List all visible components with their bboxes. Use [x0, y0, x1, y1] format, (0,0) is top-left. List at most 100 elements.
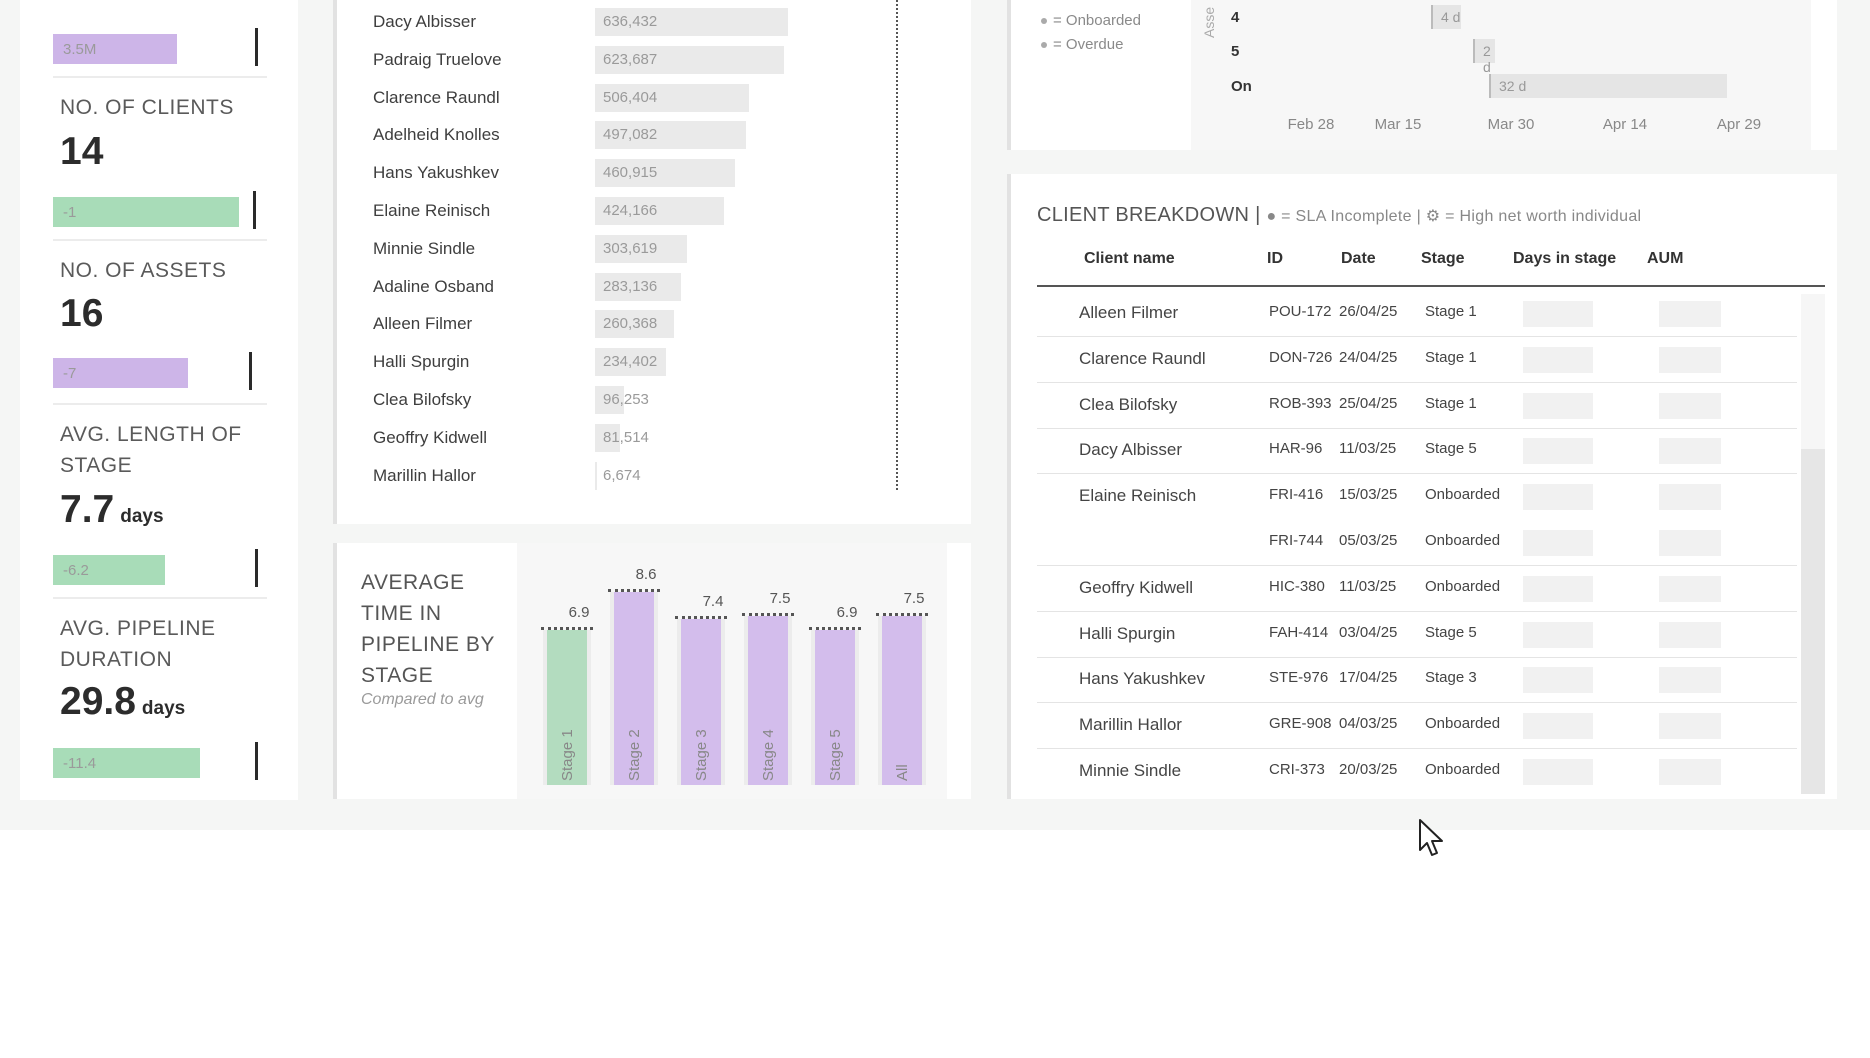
aum-list-row[interactable]: Halli Spurgin 234,402 — [373, 348, 933, 378]
aum-redacted — [1659, 346, 1721, 373]
avg-time-bar[interactable] — [681, 618, 721, 785]
cell-name[interactable]: Halli Spurgin — [1079, 623, 1176, 643]
cell-id: HIC-380 — [1269, 577, 1325, 595]
kpi-clients-target-tick — [253, 191, 256, 229]
timeline-bar[interactable]: 2 d — [1473, 39, 1495, 75]
aum-value: 96,253 — [603, 391, 649, 408]
aum-bar — [595, 121, 746, 150]
cell-id: DON-726 — [1269, 348, 1333, 366]
aum-list-row[interactable]: Clarence Raundl 506,404 — [373, 83, 933, 114]
avg-category-label: Stage 1 — [559, 729, 576, 781]
avg-category-label: Stage 2 — [626, 729, 643, 781]
avg-time-bar[interactable] — [882, 616, 922, 785]
kpi-clients-label: NO. OF CLIENTS — [60, 96, 234, 119]
col-header-days-in-stage[interactable]: Days in stage — [1513, 250, 1617, 267]
aum-list-row[interactable]: Hans Yakushkev 460,915 — [373, 159, 933, 189]
cell-name[interactable]: Hans Yakushkev — [1079, 669, 1205, 689]
kpi-top-target-tick — [255, 28, 258, 66]
avg-category-label: Stage 4 — [760, 729, 777, 781]
avg-value-label: 6.9 — [568, 603, 590, 621]
aum-bar — [595, 8, 788, 36]
days-in-stage-redacted — [1523, 621, 1593, 648]
aum-list-row[interactable]: Dacy Albisser 636,432 — [373, 8, 933, 38]
days-in-stage-redacted — [1523, 759, 1593, 785]
aum-list-row[interactable]: Padraig Truelove 623,687 — [373, 45, 933, 76]
col-header-id[interactable]: ID — [1267, 250, 1283, 267]
client-breakdown-legend: ● = SLA Incomplete | ⚙ = High net worth … — [1266, 208, 1642, 225]
kpi-pipeline-delta-bar: -11.4 — [53, 748, 200, 778]
aum-list-row[interactable]: Adelheid Knolles 497,082 — [373, 121, 933, 151]
avg-category-label: Stage 3 — [693, 729, 710, 781]
client-breakdown-title-row: CLIENT BREAKDOWN | ● = SLA Incomplete | … — [1037, 204, 1641, 227]
avg-time-bar[interactable] — [547, 629, 587, 785]
client-breakdown-card: CLIENT BREAKDOWN | ● = SLA Incomplete | … — [1007, 174, 1837, 799]
aum-bar — [595, 310, 674, 339]
timeline-tick-label: Apr 14 — [1602, 116, 1648, 133]
cell-id: POU-172 — [1269, 303, 1332, 320]
timeline-axis-title: Asse — [1201, 6, 1217, 38]
avg-time-chart: 6.9 Stage 1 8.6 Stage 2 7.4 Stage 3 7.5 Stage 4… — [517, 543, 947, 799]
legend-onboarded: = Onboarded — [1041, 12, 1141, 29]
aum-list-row[interactable]: Adaline Osband 283,136 — [373, 272, 933, 303]
cell-name[interactable]: Elaine Reinisch — [1079, 486, 1197, 506]
aum-redacted — [1659, 575, 1721, 602]
header-divider — [1037, 285, 1825, 287]
row-divider — [1037, 610, 1797, 612]
avg-time-bar[interactable] — [815, 629, 855, 785]
cell-name[interactable]: Clarence Raundl — [1079, 348, 1206, 368]
col-header-client-name[interactable]: Client name — [1084, 250, 1175, 267]
cell-date: 25/04/25 — [1339, 394, 1398, 412]
row-divider — [1037, 336, 1797, 337]
kpi-stage-length-delta-bar: -6.2 — [53, 555, 165, 585]
aum-list-row[interactable]: Elaine Reinisch 424,166 — [373, 197, 933, 227]
cell-name[interactable]: Geoffry Kidwell — [1079, 577, 1194, 597]
timeline-bar[interactable]: 32 d — [1489, 74, 1727, 98]
cell-date: 20/03/25 — [1339, 761, 1398, 778]
aum-bar — [595, 234, 688, 263]
cell-name[interactable]: Minnie Sindle — [1079, 761, 1182, 780]
cell-name[interactable]: Marillin Hallor — [1079, 715, 1182, 735]
col-header-date[interactable]: Date — [1341, 250, 1376, 267]
cell-name[interactable]: Alleen Filmer — [1079, 303, 1179, 322]
cell-date: 24/04/25 — [1339, 348, 1398, 366]
aum-client-name: Geoffry Kidwell — [373, 427, 488, 447]
days-in-stage-redacted — [1523, 713, 1593, 740]
aum-value: 636,432 — [603, 13, 658, 30]
row-divider — [1037, 702, 1797, 704]
cell-id: ROB-393 — [1269, 394, 1332, 412]
avg-time-bar[interactable] — [748, 616, 788, 785]
avg-value-label: 7.5 — [769, 590, 791, 608]
aum-redacted — [1659, 438, 1721, 465]
aum-client-name: Clarence Raundl — [373, 87, 500, 107]
kpi-top-bar: 3.5M — [53, 34, 177, 64]
aum-list-row[interactable]: Geoffry Kidwell 81,514 — [373, 423, 933, 454]
aum-list-row[interactable]: Alleen Filmer 260,368 — [373, 310, 933, 340]
aum-redacted — [1659, 484, 1721, 511]
aum-by-client-card: Dacy Albisser 636,432 Padraig Truelove 623,… — [333, 0, 971, 524]
legend-onboarded-label: = Onboarded — [1053, 12, 1141, 29]
avg-category-label: Stage 5 — [827, 729, 844, 781]
aum-list-row[interactable]: Marillin Hallor 6,674 — [373, 461, 933, 492]
cell-name[interactable]: Dacy Albisser — [1079, 440, 1182, 460]
aum-list-row[interactable]: Clea Bilofsky 96,253 — [373, 386, 933, 416]
timeline-tick-label: Mar 15 — [1374, 116, 1422, 133]
timeline-bar[interactable]: 4 d — [1431, 5, 1461, 29]
table-scrollbar-thumb[interactable] — [1801, 449, 1825, 794]
timeline-tick-label: Apr 29 — [1716, 116, 1762, 133]
kpi-pipeline-target-tick — [255, 742, 258, 780]
avg-value-label: 8.6 — [635, 565, 657, 583]
avg-category-label: All — [894, 764, 911, 781]
cell-name[interactable]: Clea Bilofsky — [1079, 394, 1178, 414]
col-header-stage[interactable]: Stage — [1421, 250, 1465, 267]
col-header-aum[interactable]: AUM — [1647, 250, 1684, 267]
aum-bar — [595, 272, 681, 301]
aum-list-row[interactable]: Minnie Sindle 303,619 — [373, 234, 933, 265]
row-divider — [1037, 427, 1797, 429]
kpi-stage-length-unit: days — [120, 506, 164, 527]
avg-time-bar[interactable] — [614, 591, 654, 785]
kpi-assets-target-tick — [249, 352, 252, 390]
aum-value: 497,082 — [603, 126, 658, 144]
kpi-assets-bar-row: -7 — [53, 352, 281, 390]
aum-redacted — [1659, 667, 1721, 694]
cell-id: GRE-908 — [1269, 715, 1332, 733]
